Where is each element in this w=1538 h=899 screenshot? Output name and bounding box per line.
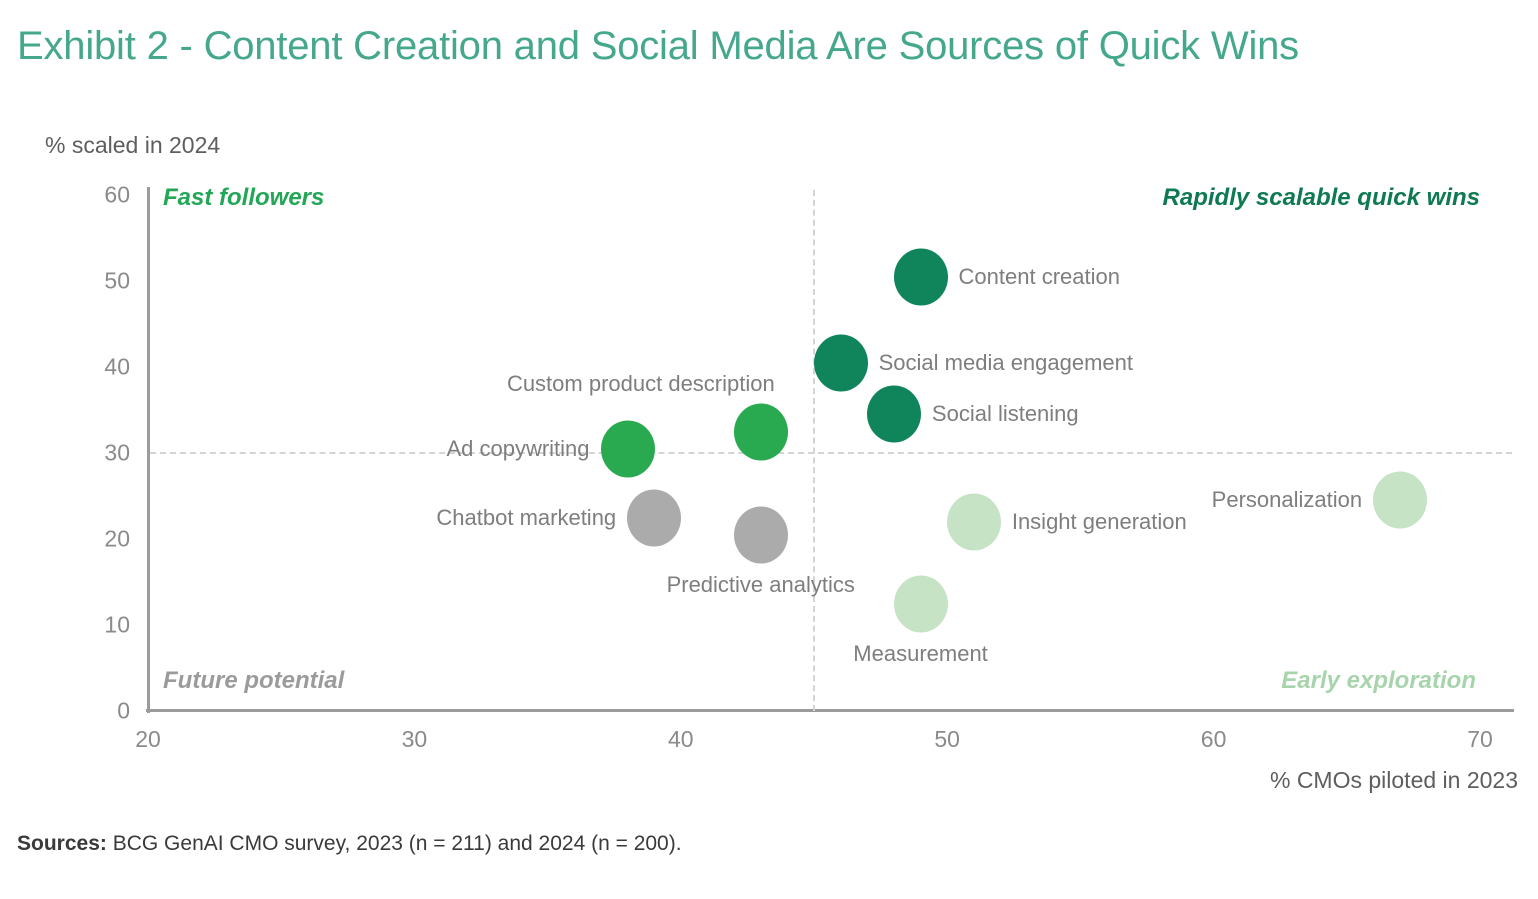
x-tick-label-40: 40 <box>668 726 694 752</box>
bubble-custom-product-description <box>733 403 788 460</box>
bubble-measurement <box>893 575 948 632</box>
x-tick-label-30: 30 <box>401 726 428 752</box>
quadrant-label-fast-followers: Fast followers <box>163 184 325 211</box>
bubble-label-social-listening: Social listening <box>931 401 1079 427</box>
x-axis-line <box>146 709 1514 712</box>
vertical-reference-line <box>813 190 815 711</box>
bubble-label-chatbot-marketing: Chatbot marketing <box>436 504 617 530</box>
quadrant-label-rapidly-scalable-quick-wins: Rapidly scalable quick wins <box>1162 184 1480 211</box>
bubble-ad-copywriting <box>600 420 655 478</box>
bubble-label-personalization: Personalization <box>1211 487 1363 513</box>
y-axis-line <box>147 187 150 713</box>
y-tick-label-20: 20 <box>104 525 130 552</box>
bubble-chatbot-marketing <box>627 489 682 546</box>
sources-note: Sources: BCG GenAI CMO survey, 2023 (n =… <box>17 832 682 856</box>
y-axis-title: % scaled in 2024 <box>45 132 221 158</box>
bubble-social-listening <box>866 385 921 443</box>
bubble-label-content-creation: Content creation <box>958 263 1120 289</box>
quadrant-label-early-exploration: Early exploration <box>1281 667 1476 694</box>
bubble-predictive-analytics <box>733 506 788 564</box>
bubble-content-creation <box>893 248 948 306</box>
x-axis-title: % CMOs piloted in 2023 <box>1269 767 1518 793</box>
x-tick-label-20: 20 <box>135 726 161 752</box>
y-tick-label-10: 10 <box>104 611 130 638</box>
horizontal-reference-line <box>150 452 1512 454</box>
y-tick-label-30: 30 <box>104 439 130 466</box>
x-tick-label-60: 60 <box>1200 726 1227 752</box>
bubble-label-measurement: Measurement <box>853 640 988 666</box>
y-tick-label-40: 40 <box>104 353 130 380</box>
bubble-label-predictive-analytics: Predictive analytics <box>666 571 855 597</box>
bubble-label-insight-generation: Insight generation <box>1011 508 1187 534</box>
bubble-label-custom-product-description: Custom product description <box>506 370 775 396</box>
quadrant-label-future-potential: Future potential <box>163 667 345 694</box>
y-tick-label-0: 0 <box>117 697 130 724</box>
y-tick-label-50: 50 <box>104 267 130 294</box>
bubble-label-social-media-engagement: Social media engagement <box>878 349 1134 375</box>
x-tick-label-50: 50 <box>934 726 960 752</box>
exhibit-title: Exhibit 2 - Content Creation and Social … <box>17 24 1299 68</box>
sources-text: BCG GenAI CMO survey, 2023 (n = 211) and… <box>106 832 682 855</box>
bubble-social-media-engagement <box>813 334 868 392</box>
y-tick-label-60: 60 <box>104 181 130 208</box>
bubble-label-ad-copywriting: Ad copywriting <box>446 435 590 461</box>
bubble-personalization <box>1373 471 1428 529</box>
x-tick-label-70: 70 <box>1467 726 1493 752</box>
bubble-insight-generation <box>946 493 1001 551</box>
sources-label: Sources: <box>17 832 107 855</box>
